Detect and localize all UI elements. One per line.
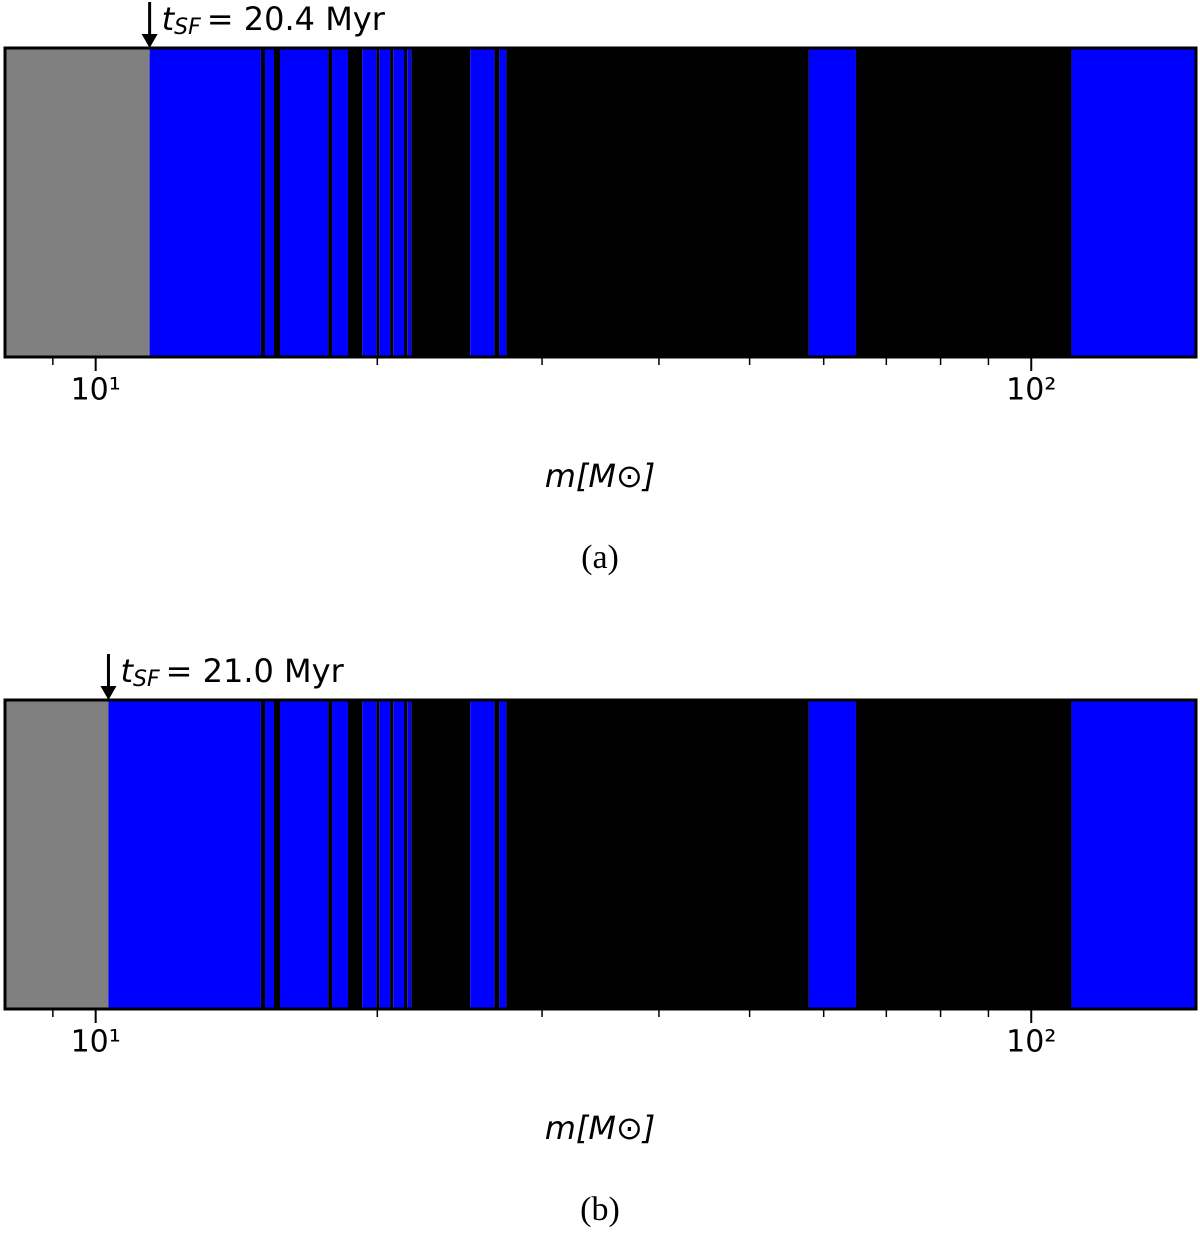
band xyxy=(393,700,405,1009)
x-tick-label: 10¹ xyxy=(71,1025,121,1060)
band xyxy=(332,48,349,357)
band xyxy=(506,48,809,357)
caption: (a) xyxy=(581,539,619,576)
band xyxy=(274,700,280,1009)
band xyxy=(264,700,275,1009)
annotation-text: = 21.0 Myr xyxy=(166,652,345,690)
band xyxy=(348,700,363,1009)
annotation: tSF = 21.0 Myr xyxy=(120,652,344,692)
annotation-arrowhead xyxy=(100,686,117,700)
band xyxy=(393,48,405,357)
caption: (b) xyxy=(580,1191,620,1228)
annotation-text: = 20.4 Myr xyxy=(207,0,386,38)
band xyxy=(279,700,329,1009)
band xyxy=(390,700,394,1009)
annotation-subscript: SF xyxy=(174,15,201,40)
band xyxy=(260,48,265,357)
band xyxy=(274,48,280,357)
band xyxy=(494,48,500,357)
band xyxy=(348,48,363,357)
band xyxy=(5,48,150,357)
band xyxy=(1071,48,1196,357)
band xyxy=(264,48,275,357)
x-axis-label: m[M⊙] xyxy=(545,457,656,495)
band xyxy=(855,48,1072,357)
band xyxy=(362,700,377,1009)
band xyxy=(494,700,500,1009)
band xyxy=(407,48,412,357)
band xyxy=(808,700,856,1009)
band xyxy=(470,48,495,357)
band xyxy=(506,700,809,1009)
band xyxy=(279,48,329,357)
x-axis-label: m[M⊙] xyxy=(545,1109,656,1147)
band xyxy=(499,700,507,1009)
band xyxy=(499,48,507,357)
annotation-arrowhead xyxy=(141,34,158,48)
band xyxy=(5,700,109,1009)
band xyxy=(404,48,408,357)
plot-frame xyxy=(3,46,1198,359)
band xyxy=(260,700,265,1009)
band xyxy=(407,700,412,1009)
band xyxy=(376,700,380,1009)
annotation-symbol: t xyxy=(120,652,134,690)
annotation-symbol: t xyxy=(162,0,176,38)
annotation-subscript: SF xyxy=(133,667,160,692)
band xyxy=(404,700,408,1009)
band xyxy=(411,48,471,357)
band xyxy=(328,48,333,357)
band xyxy=(376,48,380,357)
band xyxy=(808,48,856,357)
band xyxy=(470,700,495,1009)
band xyxy=(332,700,349,1009)
band xyxy=(855,700,1072,1009)
band xyxy=(379,700,391,1009)
band xyxy=(108,700,261,1009)
annotation: tSF = 20.4 Myr xyxy=(162,0,386,40)
band xyxy=(411,700,471,1009)
x-tick-label: 10² xyxy=(1006,1025,1056,1060)
band xyxy=(390,48,394,357)
x-tick-label: 10¹ xyxy=(71,373,121,408)
plot-frame xyxy=(3,698,1198,1011)
band xyxy=(379,48,391,357)
band xyxy=(1071,700,1196,1009)
band xyxy=(149,48,261,357)
band xyxy=(362,48,377,357)
band xyxy=(328,700,333,1009)
x-tick-label: 10² xyxy=(1006,373,1056,408)
